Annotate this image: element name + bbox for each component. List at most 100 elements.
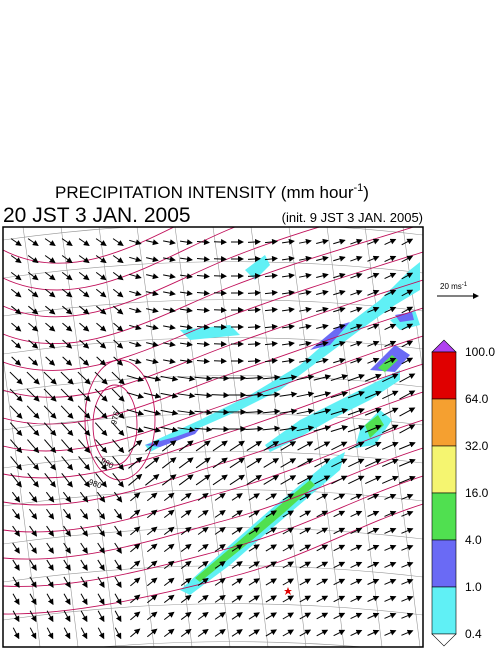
wind-arrow [316, 289, 329, 296]
wind-arrow [350, 357, 363, 364]
meridian [288, 227, 345, 647]
wind-arrow [297, 458, 314, 468]
wind-arrow [45, 339, 56, 349]
wind-arrow [399, 407, 416, 417]
wind-arrow [212, 457, 228, 469]
wind-arrow [214, 510, 226, 518]
map: 976 980 980 [2, 226, 424, 648]
wind-arrow [214, 561, 226, 569]
wind-arrow [262, 374, 281, 381]
wind-arrow [11, 491, 21, 503]
wind-arrow [44, 255, 56, 264]
colorbar-label: 32.0 [465, 439, 489, 453]
wind-arrow [195, 457, 211, 469]
wind-arrow [382, 424, 399, 434]
wind-arrow [401, 629, 414, 636]
wind-arrow [246, 457, 263, 468]
wind-arrow [163, 273, 176, 280]
wind-arrow [78, 255, 90, 264]
wind-arrow [247, 357, 261, 364]
wind-arrow [282, 629, 295, 637]
wind-arrow [114, 576, 122, 588]
wind-arrow [80, 627, 88, 640]
wind-arrow [180, 560, 192, 569]
parallel [3, 227, 423, 241]
wind-arrow [130, 543, 141, 553]
wind-arrow [95, 238, 107, 246]
wind-arrow [163, 611, 175, 621]
wind-arrow [43, 388, 57, 402]
wind-arrow [28, 356, 39, 366]
wind-arrow [211, 375, 230, 382]
wind-arrow [264, 255, 278, 262]
wind-arrow [314, 475, 331, 485]
wind-arrow [211, 409, 230, 416]
wind-arrow [281, 306, 295, 313]
wind-arrow [114, 610, 122, 623]
wind-arrow [313, 408, 332, 415]
wind-arrow [113, 491, 123, 503]
wind-arrow [316, 323, 329, 330]
wind-arrow [63, 542, 71, 554]
wind-arrow [245, 408, 264, 415]
wind-arrow [299, 510, 312, 518]
wind-arrow [299, 306, 312, 313]
wind-arrow [247, 340, 261, 347]
wind-arrow [282, 578, 295, 586]
wind-arrow [12, 508, 21, 520]
wind-arrow [95, 456, 108, 471]
wind-arrow [79, 339, 90, 349]
wind-arrow [196, 341, 210, 348]
wind-arrow [297, 441, 314, 451]
wind-arrow [12, 559, 20, 571]
wind-arrow [163, 492, 175, 502]
wind-arrow [197, 611, 209, 620]
wind-arrow [130, 577, 141, 587]
wind-arrow [281, 323, 295, 330]
wind-arrow [384, 510, 397, 517]
wind-arrow [27, 255, 39, 264]
wind-arrow [314, 441, 331, 451]
wind-arrow [63, 508, 72, 520]
wind-arrow [350, 578, 363, 586]
wind-arrow [27, 238, 39, 246]
wind-arrow [160, 409, 179, 416]
wind-arrow [130, 492, 141, 502]
wind-arrow [146, 273, 159, 280]
wind-arrow [333, 340, 346, 347]
wind-arrow [143, 409, 162, 416]
wind-arrow [195, 474, 211, 486]
wind-arrow [330, 391, 349, 398]
meridian [364, 227, 421, 647]
wind-arrow [146, 256, 159, 263]
wind-arrow [128, 456, 143, 469]
wind-arrow [247, 272, 261, 279]
wind-arrow [299, 595, 312, 603]
wind-arrow [97, 576, 105, 588]
wind-arrow [113, 339, 124, 349]
wind-arrow [214, 629, 226, 637]
wind-arrow [145, 457, 160, 469]
wind-arrow [299, 612, 312, 620]
meridian [22, 227, 79, 647]
wind-arrow [247, 289, 261, 296]
parallel [3, 451, 423, 469]
wind-arrow [401, 323, 414, 331]
wind-arrow [263, 441, 280, 451]
isobar [3, 475, 423, 587]
isobar [3, 307, 423, 425]
wind-arrow [29, 525, 37, 537]
wind-arrow [265, 629, 277, 637]
wind-arrow [129, 341, 142, 348]
wind-arrow [129, 307, 142, 314]
wind-arrow [97, 525, 105, 537]
wind-arrow [163, 290, 176, 297]
colorbar-segment [431, 445, 457, 494]
wind-arrow [364, 373, 382, 382]
wind-arrow [213, 324, 227, 331]
wind-arrow [364, 390, 382, 399]
wind-arrow [214, 527, 226, 535]
wind-arrow [180, 577, 192, 586]
wind-arrow [281, 357, 295, 364]
